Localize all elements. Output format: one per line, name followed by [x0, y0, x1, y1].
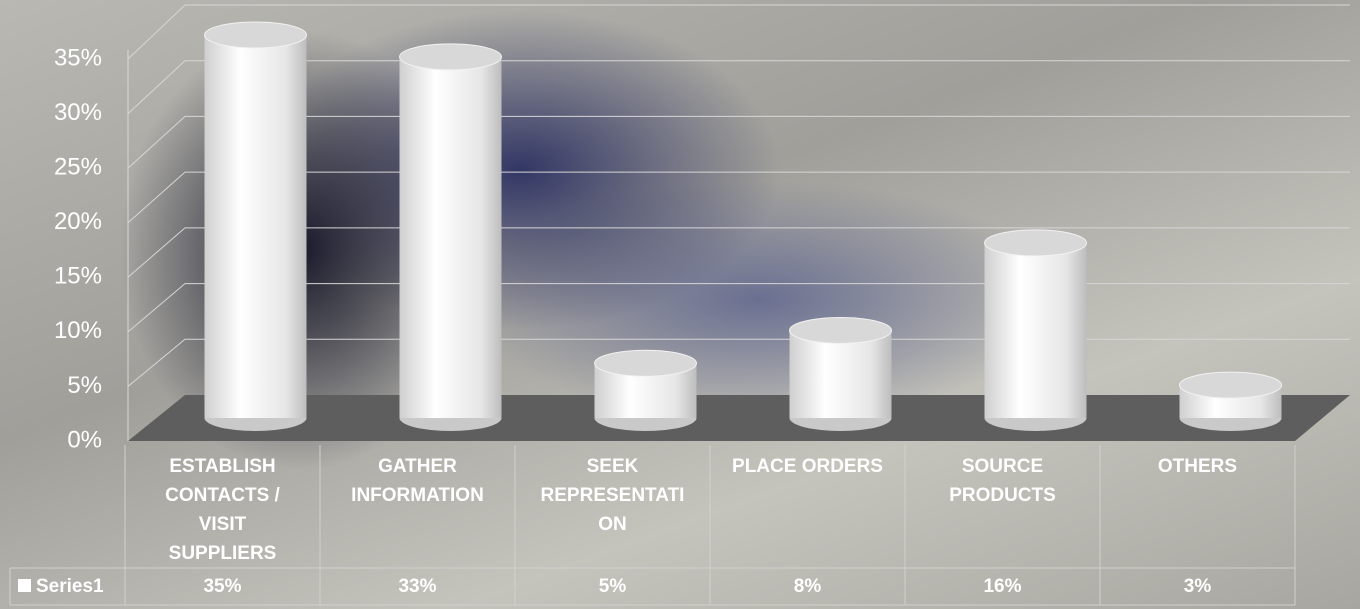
bar-top — [985, 230, 1087, 256]
bar-top — [205, 22, 307, 48]
y-tick-label: 10% — [54, 317, 102, 344]
bar-top — [400, 44, 502, 70]
bar-top — [1180, 372, 1282, 398]
value-label: 3% — [1100, 572, 1295, 601]
y-tick-label: 25% — [54, 153, 102, 180]
x-tick-label: OTHERS — [1122, 452, 1273, 481]
y-tick-label: 20% — [54, 208, 102, 235]
grid-line — [128, 339, 1350, 386]
grid-line — [128, 284, 1350, 332]
legend-label: Series1 — [36, 572, 104, 601]
legend-key — [18, 579, 31, 592]
grid-line — [128, 172, 1350, 223]
grid-line — [128, 228, 1350, 277]
chart: 0% 5% 10% 15% 20% 25% 30% 35% ESTABLISH CONTACT… — [0, 0, 1360, 609]
x-tick-label: SEEK REPRESENTATION — [537, 452, 688, 539]
y-tick-label: 35% — [54, 44, 102, 71]
bar — [400, 57, 502, 418]
value-label: 16% — [905, 572, 1100, 601]
grid-line — [128, 61, 1350, 114]
value-label: 8% — [710, 572, 905, 601]
y-tick-label: 0% — [67, 426, 102, 453]
y-tick-label: 30% — [54, 99, 102, 126]
grid-line — [128, 5, 1350, 59]
y-tick-label: 5% — [67, 372, 102, 399]
y-tick-label: 15% — [54, 263, 102, 290]
grid-line — [128, 116, 1350, 168]
value-label: 35% — [125, 572, 320, 601]
x-tick-label: GATHER INFORMATION — [342, 452, 493, 510]
bar-top — [595, 350, 697, 376]
x-tick-label: ESTABLISH CONTACTS / VISIT SUPPLIERS — [147, 452, 298, 568]
bar-top — [790, 317, 892, 343]
x-tick-label: SOURCE PRODUCTS — [927, 452, 1078, 510]
value-label: 33% — [320, 572, 515, 601]
floor — [128, 395, 1350, 441]
bar — [985, 243, 1087, 418]
bar — [205, 35, 307, 418]
x-tick-label: PLACE ORDERS — [732, 452, 883, 481]
value-label: 5% — [515, 572, 710, 601]
